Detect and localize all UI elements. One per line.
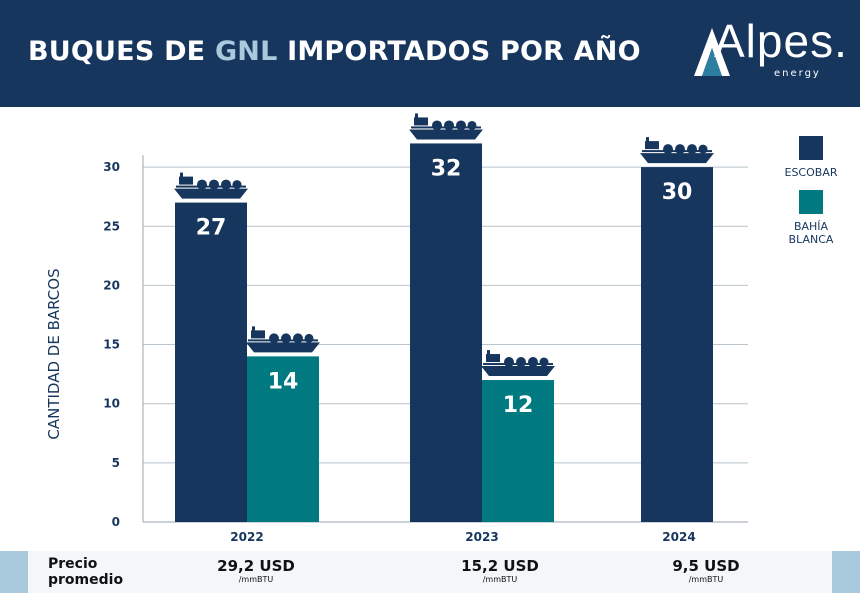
- y-tick-label: 30: [103, 160, 120, 174]
- ship-icon: [481, 350, 555, 377]
- legend-swatch: [799, 136, 823, 160]
- logo-text: Alpes.: [714, 15, 848, 67]
- logo-subtext: energy: [774, 68, 821, 79]
- alpes-logo: Alpes. energy: [692, 18, 847, 82]
- footer-cap: [832, 551, 860, 593]
- price-label: Precio promedio: [48, 556, 123, 588]
- bar-escobar-2024: [641, 167, 713, 522]
- price-footer: Precio promedio 29,2 USD/mmBTU 15,2 USD/m…: [0, 551, 860, 593]
- title-part: IMPORTADOS POR AÑO: [277, 36, 641, 67]
- data-label: 27: [196, 216, 227, 241]
- ship-icon: [640, 137, 714, 164]
- price-value: 29,2 USD: [217, 557, 295, 575]
- data-label: 32: [431, 156, 462, 181]
- price-value: 9,5 USD: [672, 557, 740, 575]
- legend-label: ESCOBAR: [784, 166, 838, 179]
- price-label-line: Precio: [48, 556, 98, 572]
- ship-icon: [174, 172, 248, 199]
- y-tick-label: 5: [112, 456, 120, 470]
- y-tick-label: 25: [103, 219, 120, 233]
- price-value: 15,2 USD: [461, 557, 539, 575]
- x-tick-label: 2022: [230, 530, 263, 544]
- legend-label: BAHÍA: [793, 220, 829, 233]
- price-label-line: promedio: [48, 572, 124, 588]
- legend-escobar: ESCOBAR: [766, 136, 856, 179]
- legend-bahia-blanca: BAHÍA BLANCA: [766, 190, 856, 246]
- bar-bahia-blanca-2023: [482, 380, 554, 522]
- legend-swatch: [799, 190, 823, 214]
- price-unit: /mmBTU: [688, 575, 724, 584]
- y-tick-label: 10: [103, 397, 120, 411]
- page-title: BUQUES DE GNL IMPORTADOS POR AÑO: [28, 36, 641, 67]
- price-unit: /mmBTU: [238, 575, 274, 584]
- header: BUQUES DE GNL IMPORTADOS POR AÑO Alpes. …: [0, 0, 860, 107]
- footer-cap: [0, 551, 28, 593]
- data-label: 12: [503, 393, 534, 418]
- bar-escobar-2022: [175, 202, 247, 522]
- price-2024: 9,5 USD/mmBTU: [636, 557, 776, 585]
- bar-bahia-blanca-2022: [247, 356, 319, 522]
- y-axis-label: CANTIDAD DE BARCOS: [45, 268, 63, 440]
- ship-icon: [409, 113, 483, 140]
- x-tick-label: 2024: [662, 530, 695, 544]
- y-tick-label: 15: [103, 338, 120, 352]
- x-tick-label: 2023: [465, 530, 498, 544]
- y-tick-label: 0: [112, 515, 120, 529]
- bar-escobar-2023: [410, 143, 482, 522]
- bar-chart: 0 5 10 15 20 25 30 27 14 2022 32 12 2023 30 2024: [103, 113, 748, 544]
- ship-icon: [246, 326, 320, 353]
- data-label: 30: [662, 180, 693, 205]
- data-label: 14: [268, 369, 299, 394]
- title-highlight: GNL: [214, 36, 278, 67]
- y-tick-label: 20: [103, 278, 120, 292]
- legend-label: BLANCA: [788, 233, 834, 246]
- price-unit: /mmBTU: [482, 575, 518, 584]
- price-2023: 15,2 USD/mmBTU: [430, 557, 570, 585]
- mountain-icon: [694, 28, 730, 76]
- price-2022: 29,2 USD/mmBTU: [186, 557, 326, 585]
- title-part: BUQUES DE: [28, 36, 215, 67]
